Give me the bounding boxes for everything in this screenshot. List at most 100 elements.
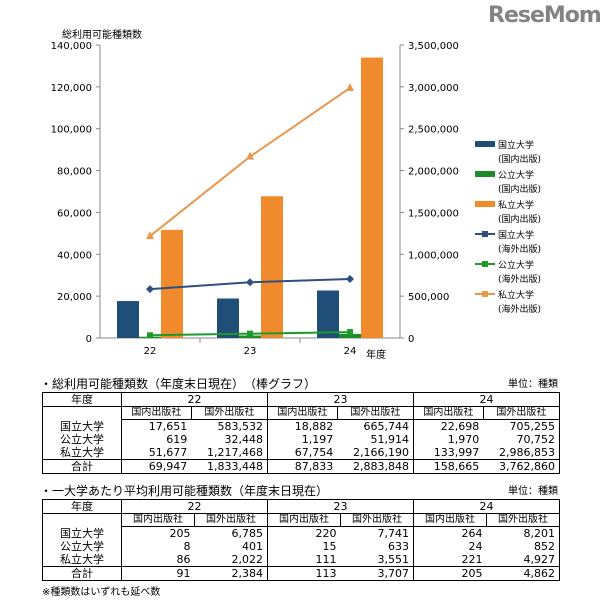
- legend-sublabel: (国内出版): [498, 213, 541, 225]
- bar-1-23: [239, 335, 261, 338]
- table-row: 私立大学 86 2,022 111 3,551 221 4,927: [43, 553, 560, 567]
- cell-value: 1,833,448: [191, 459, 268, 474]
- sub-header: 国外出版社: [340, 513, 414, 527]
- cell-value: 221: [413, 553, 487, 567]
- legend-sublabel: (海外出版): [498, 303, 541, 315]
- legend-marker: [482, 231, 488, 237]
- cell-value: 87,833: [266, 459, 338, 474]
- sub-header: 国内出版社: [267, 513, 341, 527]
- sub-header: 国外出版社: [486, 513, 560, 527]
- cell-value: 113: [267, 566, 341, 581]
- cell-value: 7,741: [377, 527, 410, 540]
- sub-header: 国外出版社: [190, 406, 268, 420]
- legend-label: 私立大学: [498, 289, 534, 301]
- cell-value: 15: [267, 540, 341, 553]
- line-point: [146, 285, 154, 294]
- bar-2-22: [161, 229, 183, 338]
- table-row: 合計 69,947 1,833,448 87,833 2,883,848 158,665 3…: [42, 459, 560, 474]
- table-row: 国立大学 17,651 583,532 18,882 665,744 22,698 705,…: [43, 419, 560, 433]
- table1-title: ・総利用可能種類数（年度末日現在） （棒グラフ）: [40, 377, 317, 391]
- cell-value: 70,752: [516, 433, 556, 446]
- table1-unit: 単位：種類: [508, 379, 558, 390]
- sub-header: 国内出版社: [266, 406, 338, 420]
- line-series-2: [149, 87, 351, 237]
- cell-value: 67,754: [266, 446, 338, 460]
- table-row: 国立大学 205 6,785 220 7,741 264 8,201: [43, 526, 560, 540]
- year-col-header: 22: [121, 499, 268, 514]
- cell-value: 1,197: [266, 433, 338, 446]
- watermark-logo: ReseMom: [488, 3, 600, 28]
- right-tick-label: 1,000,000: [408, 250, 459, 261]
- cell-value: 665,744: [363, 420, 409, 433]
- cell-value: 205: [121, 526, 195, 540]
- bar-1-24: [339, 333, 361, 338]
- row-label: 合計: [42, 459, 122, 474]
- cell-value: 220: [267, 526, 341, 540]
- cell-value: 24: [413, 540, 487, 553]
- legend-marker: [482, 291, 488, 297]
- cell-value: 158,665: [412, 459, 484, 474]
- left-tick-label: 20,000: [57, 292, 92, 303]
- cell-value: 51,677: [121, 446, 192, 460]
- line-point: [147, 332, 153, 339]
- legend-label: 私立大学: [498, 199, 534, 211]
- cell-value: 17,651: [121, 419, 192, 433]
- legend-sublabel: (国内出版): [498, 183, 541, 195]
- x-axis-label: 年度: [366, 348, 386, 361]
- cell-value: 8,201: [523, 527, 556, 540]
- left-tick-label: 100,000: [51, 125, 92, 136]
- cell-value: 51,914: [370, 433, 409, 446]
- table-row: 公立大学 8 401 15 633 24 852: [43, 540, 560, 553]
- cell-value: 2,883,848: [337, 459, 414, 474]
- right-tick-label: 1,500,000: [408, 208, 459, 219]
- cell-value: 18,882: [266, 419, 338, 433]
- cell-value: 4,862: [486, 566, 560, 581]
- left-tick-label: 140,000: [51, 41, 92, 52]
- row-label: 公立大学: [60, 433, 104, 446]
- x-tick-label: 23: [244, 346, 257, 357]
- legend-marker: [482, 261, 488, 267]
- right-tick-label: 3,500,000: [408, 41, 459, 52]
- table-row: 私立大学 51,677 1,217,468 67,754 2,166,190 133,99…: [43, 446, 560, 460]
- year-col-header: 23: [266, 392, 414, 407]
- sub-header: 国内出版社: [121, 406, 192, 420]
- year-col-header: 22: [121, 392, 268, 407]
- cell-value: 4,927: [523, 553, 556, 566]
- year-header: 年度: [42, 499, 122, 514]
- left-tick-label: 60,000: [57, 208, 92, 219]
- footnote: ※種類数はいずれも延べ数: [42, 587, 161, 598]
- legend-sublabel: (海外出版): [498, 243, 541, 255]
- combo-chart: 総利用可能種類数 0 20,000 40,000 60,000 80,000 100,000…: [51, 28, 541, 361]
- table2-title: ・一大学あたり平均利用可能種類数（年度末日現在）: [40, 484, 329, 498]
- cell-value: 633: [388, 540, 409, 553]
- row-label: 国立大学: [60, 526, 104, 540]
- cell-value: 2,986,853: [499, 446, 555, 459]
- legend-sublabel: (海外出版): [498, 273, 541, 285]
- cell-value: 3,551: [377, 553, 410, 566]
- cell-value: 2,166,190: [352, 446, 409, 459]
- right-tick-label: 3,000,000: [408, 83, 459, 94]
- legend-sublabel: (国内出版): [498, 153, 541, 165]
- year-col-header: 24: [412, 392, 560, 407]
- cell-value: 1,970: [412, 433, 484, 446]
- cell-value: 133,997: [412, 446, 484, 460]
- cell-value: 705,255: [509, 420, 556, 433]
- bar-0-23: [217, 298, 239, 338]
- cell-value: 619: [121, 433, 192, 446]
- table-row: 合計 91 2,384 113 3,707 205 4,862: [42, 566, 560, 581]
- legend-swatch: [475, 141, 495, 147]
- year-header: 年度: [42, 392, 122, 407]
- legend-label: 公立大学: [498, 259, 534, 271]
- left-tick-label: 40,000: [57, 250, 92, 261]
- cell-value: 2,022: [231, 553, 264, 566]
- line-point: [247, 330, 253, 337]
- row-label: 私立大学: [60, 446, 104, 459]
- right-tick-label: 500,000: [408, 292, 449, 303]
- line-point: [346, 82, 354, 91]
- row-label: 合計: [42, 566, 122, 581]
- cell-value: 2,384: [194, 566, 268, 581]
- line-point: [347, 329, 353, 336]
- legend-label: 国立大学: [498, 229, 534, 241]
- line-point: [146, 231, 154, 240]
- average-titles-table: 年度 22 23 24 国内出版社 国外出版社 国内出版社 国外出版社 国内出版社 国外出版社 国立…: [42, 499, 560, 581]
